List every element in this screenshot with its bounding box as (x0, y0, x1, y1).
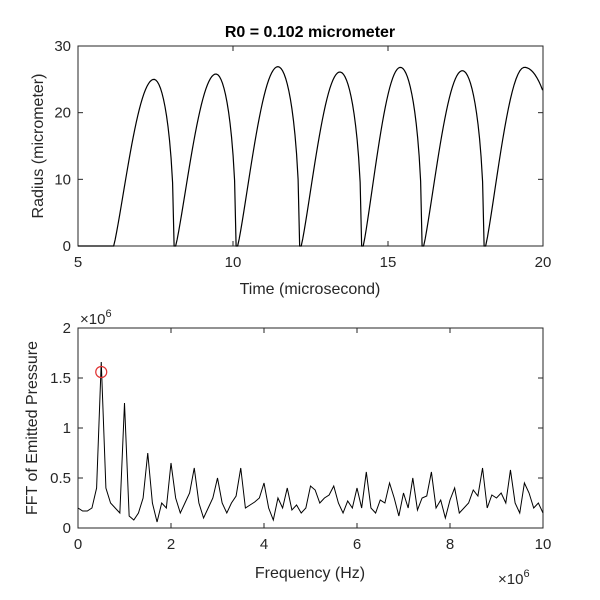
x-tick-label: 20 (535, 254, 552, 271)
y-tick-label: 30 (54, 38, 71, 55)
x-axis-label: Frequency (Hz) (255, 565, 365, 582)
x-tick-label: 0 (74, 536, 82, 553)
axis-ticks (77, 327, 544, 529)
x-tick-label: 2 (167, 536, 175, 553)
x-axis-label: Time (microsecond) (240, 281, 381, 298)
x-exponent-label: ×106 (498, 568, 530, 588)
y-axis-label: FFT of Emitted Pressure (24, 341, 41, 515)
y-tick-label: 0 (63, 520, 71, 537)
plot-area-frame (77, 327, 544, 529)
y-tick-label: 0 (63, 238, 71, 255)
y-tick-label: 1.5 (50, 370, 71, 387)
y-exponent-label: ×106 (80, 308, 112, 328)
x-tick-label: 15 (380, 254, 397, 271)
plot-area-frame (77, 45, 544, 247)
x-tick-label: 4 (260, 536, 268, 553)
x-tick-label: 5 (74, 254, 82, 271)
fft-series-line (77, 361, 544, 523)
x-tick-label: 10 (225, 254, 242, 271)
peak-marker-circle (95, 365, 108, 379)
radius-series-line (78, 66, 544, 247)
x-tick-label: 8 (446, 536, 454, 553)
x-tick-label: 10 (535, 536, 552, 553)
y-tick-label: 1 (63, 420, 71, 437)
x-tick-label: 6 (353, 536, 361, 553)
y-tick-label: 20 (54, 105, 71, 122)
y-tick-label: 10 (54, 171, 71, 188)
y-axis-label: Radius (micrometer) (30, 74, 47, 219)
y-tick-label: 2 (63, 320, 71, 337)
chart-title: R0 = 0.102 micrometer (225, 24, 395, 41)
radius-time-chart: R0 = 0.102 micrometer 5 10 15 20 0 10 20… (30, 24, 551, 298)
fft-frequency-chart: ×106 ×106 0 2 4 6 8 10 0 0.5 1 1.5 2 Fre… (24, 308, 551, 588)
y-tick-label: 0.5 (50, 470, 71, 487)
